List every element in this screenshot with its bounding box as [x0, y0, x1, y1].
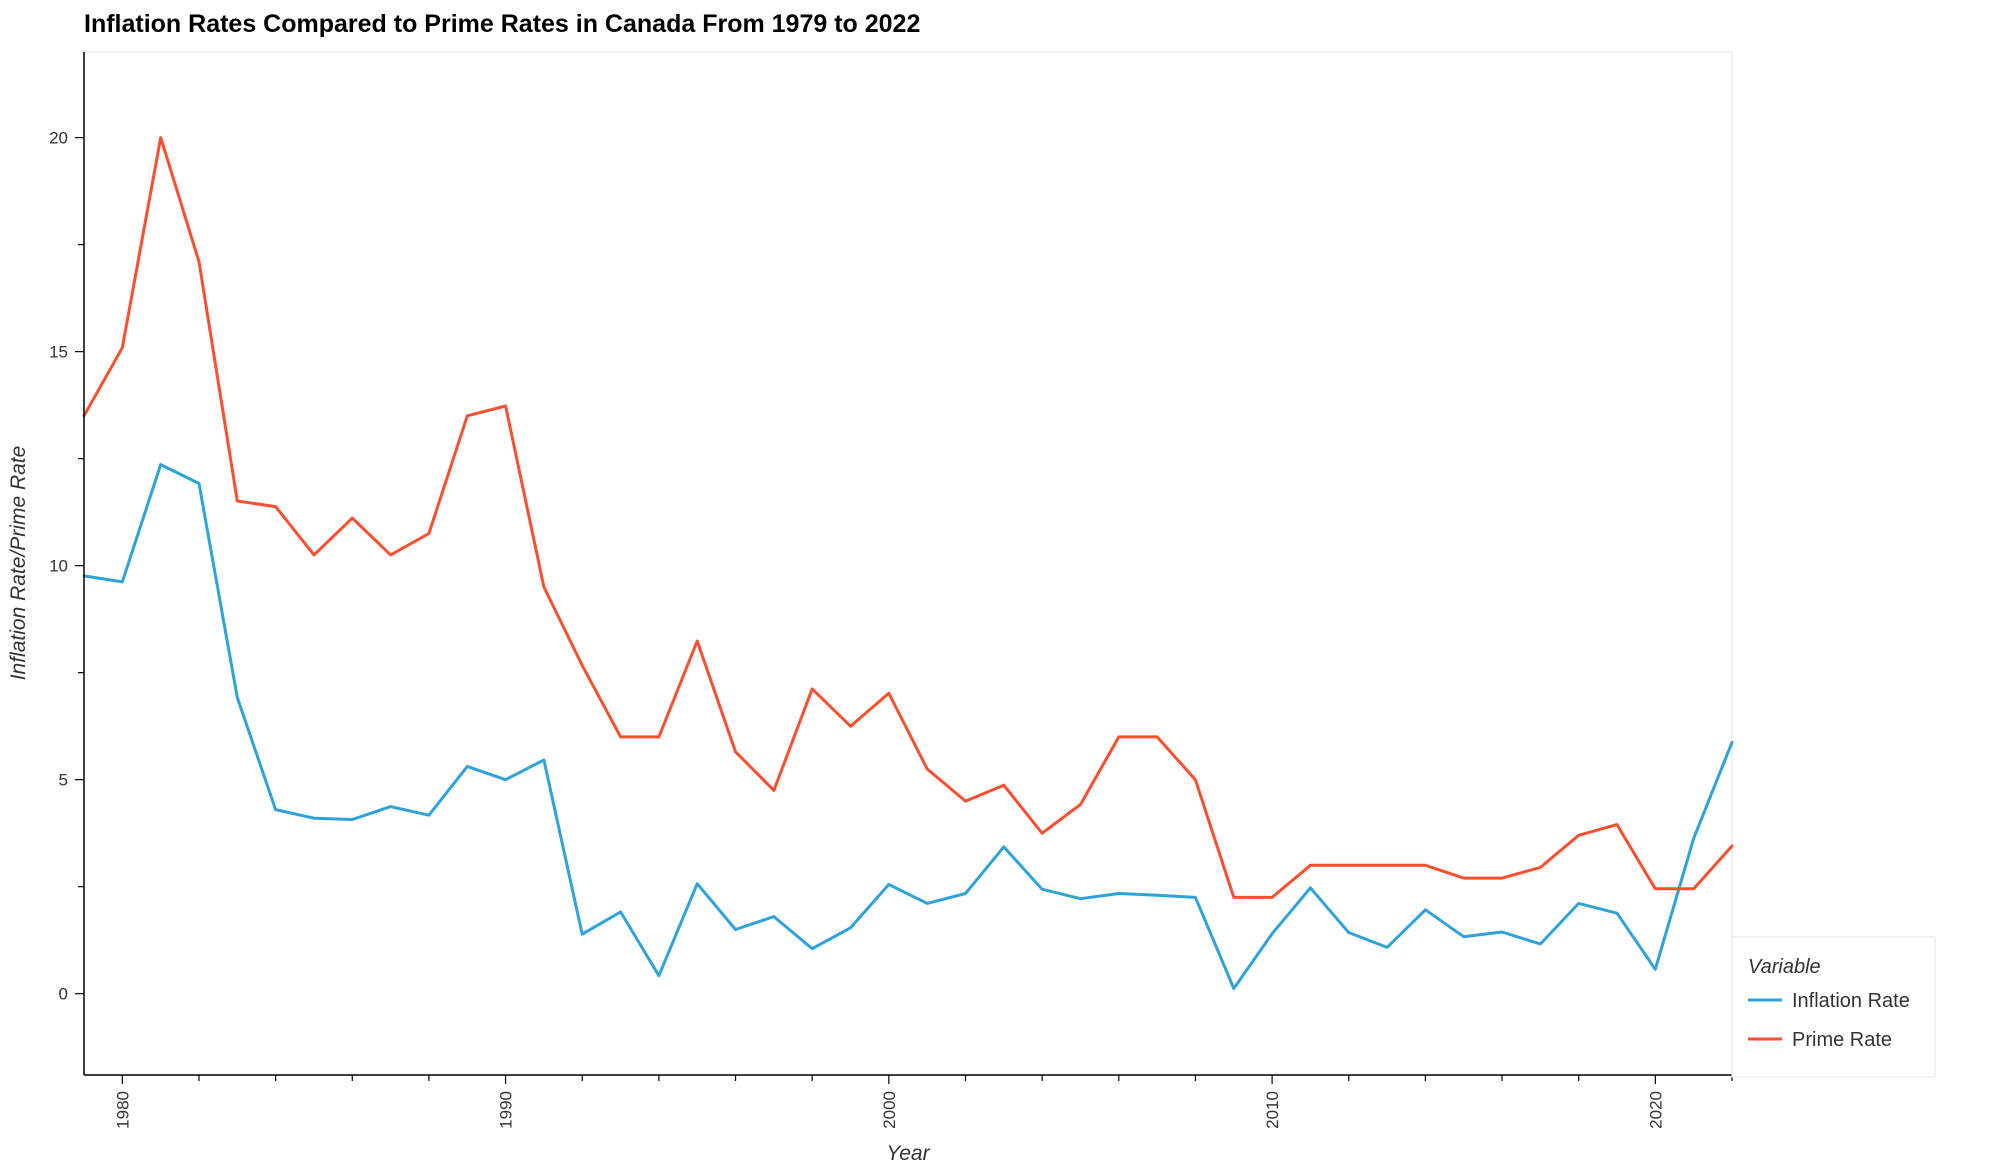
x-axis-label: Year [886, 1142, 930, 1165]
x-ticks: 1980 1990 2000 2010 2020 [113, 1075, 1733, 1129]
y-tick-label: 5 [59, 771, 68, 790]
x-tick-label: 2020 [1646, 1091, 1665, 1129]
x-tick-label: 1980 [113, 1091, 132, 1129]
legend-entry: Inflation Rate [1792, 990, 1910, 1012]
y-axis-label: Inflation Rate/Prime Rate [7, 446, 30, 681]
series-line-prime-rate [82, 136, 1734, 899]
chart-title: Inflation Rates Compared to Prime Rates … [84, 10, 921, 38]
x-tick-label: 2000 [880, 1091, 899, 1129]
legend-title: Variable [1748, 956, 1821, 978]
series-line-inflation-rate [82, 463, 1734, 990]
legend: Variable Inflation Rate Prime Rate [1731, 936, 1936, 1078]
x-tick-label: 1990 [497, 1091, 516, 1129]
legend-entry: Prime Rate [1792, 1029, 1892, 1051]
y-tick-label: 0 [59, 985, 68, 1004]
y-ticks: 0 5 10 15 20 [49, 129, 84, 1004]
axis-layer: 1980 1990 2000 2010 2020 0 5 10 15 20 [49, 52, 1733, 1129]
series-layer [82, 136, 1734, 990]
x-tick-label: 2010 [1263, 1091, 1282, 1129]
legend-box [1731, 936, 1936, 1078]
y-tick-label: 15 [49, 343, 68, 362]
plot-area [83, 51, 1733, 1076]
y-tick-label: 10 [49, 557, 68, 576]
y-tick-label: 20 [49, 129, 68, 148]
legend-items: Inflation Rate Prime Rate [1748, 990, 1910, 1051]
